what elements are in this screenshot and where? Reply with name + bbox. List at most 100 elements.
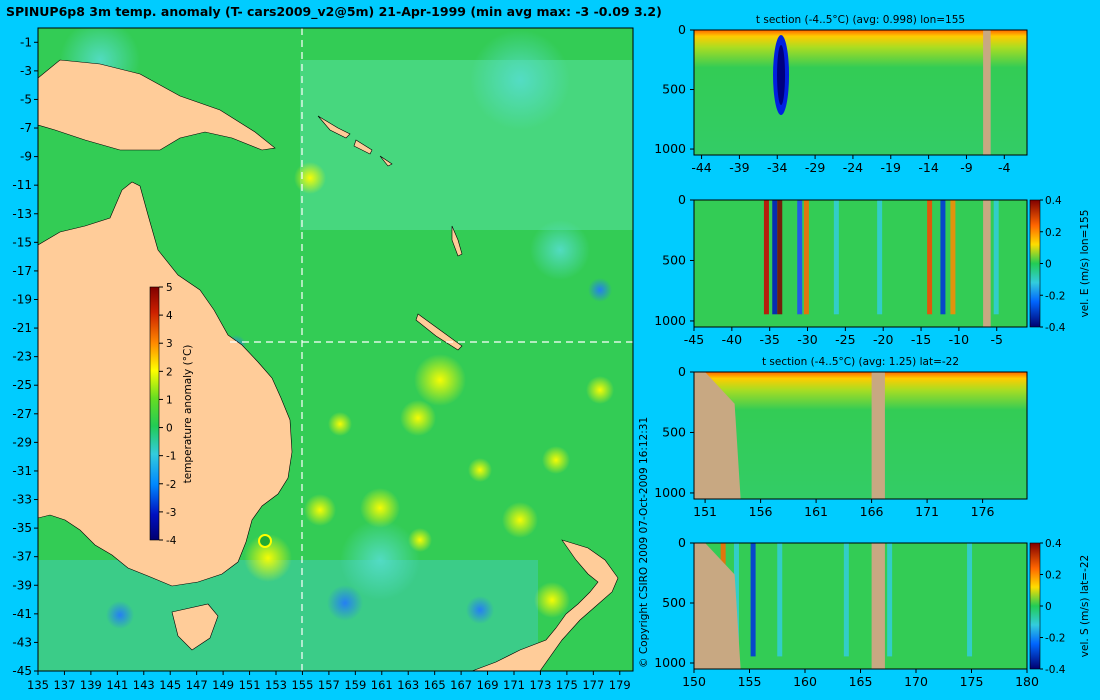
new-guinea-land (38, 59, 276, 151)
cool-patch (470, 30, 570, 130)
section-colorbar-tick: 0 (1045, 259, 1052, 271)
section-land (871, 543, 885, 669)
section-x-tick: 176 (971, 504, 995, 519)
map-y-tick: -31 (12, 464, 32, 478)
velocity-streak (772, 200, 778, 315)
map-y-tick: -45 (12, 664, 32, 678)
velocity-streak (887, 543, 893, 657)
section-x-tick: 160 (793, 674, 817, 689)
map-colorbar-tick: -4 (166, 535, 177, 547)
solomon-islands-land (317, 115, 393, 167)
section-land (983, 200, 991, 327)
section-x-tick: -29 (805, 160, 825, 175)
section-colorbar-tick: 0 (1045, 601, 1052, 613)
section-x-tick: -34 (767, 160, 787, 175)
map-colorbar-tick: -3 (166, 507, 176, 519)
section-x-tick: 155 (738, 674, 762, 689)
section-x-tick: 170 (904, 674, 928, 689)
velocity-streak (833, 200, 839, 315)
section-panel-vel_s: 0 500 1000 150 155 160 165 170 175 180 0.4 0.2 0 -0.2… (654, 535, 1091, 689)
section-x-tick: -39 (729, 160, 749, 175)
warm-eddy (244, 534, 292, 582)
section-x-tick: 171 (915, 504, 939, 519)
section-x-tick: 175 (960, 674, 984, 689)
section-panel-vel_e: 0 500 1000 -45 -40 -35 -30 -25 -20 -15 -10 -5 0.4 0.2… (654, 192, 1091, 347)
map-y-tick: -25 (12, 378, 32, 392)
section-frame (693, 199, 1028, 328)
map-y-tick: -1 (20, 35, 32, 49)
section-colorbar-tick: 0.4 (1045, 195, 1062, 207)
section-x-tick: -24 (843, 160, 863, 175)
section-field (694, 372, 1027, 499)
map-y-tick: -13 (12, 207, 32, 221)
section-colorbar-tick: -0.4 (1045, 664, 1066, 676)
warm-eddy (414, 354, 466, 406)
section-x-tick: 151 (693, 504, 717, 519)
velocity-streak (803, 200, 809, 315)
section-y-tick: 0 (678, 192, 686, 207)
map-colorbar-label: temperature anomaly (°C) (182, 345, 194, 484)
section-x-tick: -20 (873, 332, 893, 347)
velocity-streak (927, 200, 933, 315)
map-y-tick: -9 (20, 150, 32, 164)
map-colorbar-tick: 0 (166, 423, 173, 435)
velocity-streak (763, 200, 769, 315)
section-panels[interactable]: t section (-4..5°C) (avg: 0.998) lon=155… (640, 0, 1100, 700)
map-y-tick: -29 (12, 435, 32, 449)
section-colorbar-label: vel. S (m/s) lat=-22 (1079, 555, 1091, 657)
section-x-tick: -10 (949, 332, 969, 347)
map-x-tick: 159 (344, 678, 366, 692)
velocity-streak (750, 543, 756, 657)
section-y-tick: 500 (662, 595, 686, 610)
map-x-tick: 161 (371, 678, 393, 692)
map-x-tick: 135 (27, 678, 49, 692)
section-colorbar-tick: -0.2 (1045, 290, 1066, 302)
section-y-tick: 500 (662, 424, 686, 439)
map-chart[interactable]: -1-3-5-7-9-11-13-15-17-19-21-23-25-27-29… (0, 0, 640, 700)
cold-anomaly-core (777, 45, 786, 105)
section-colorbar-tick: -0.4 (1045, 322, 1066, 334)
map-x-tick: 175 (556, 678, 578, 692)
section-x-tick: 150 (682, 674, 706, 689)
section-panel-tsec_lat: t section (-4..5°C) (avg: 1.25) lat=-22 0… (654, 356, 1028, 519)
section-x-tick: 166 (860, 504, 884, 519)
section-y-tick: 0 (678, 364, 686, 379)
map-x-tick: 173 (529, 678, 551, 692)
warm-eddy (534, 582, 570, 618)
map-x-tick: 165 (424, 678, 446, 692)
map-y-tick: -23 (12, 350, 32, 364)
section-colorbar (1029, 542, 1041, 670)
map-x-axis: 135 137 139 141 143 145 147 149 151 153 155 157 159 1… (27, 671, 631, 692)
cold-eddy (106, 601, 134, 629)
map-colorbar-tick: 3 (166, 338, 173, 350)
section-x-tick: -14 (918, 160, 938, 175)
map-x-tick: 147 (186, 678, 208, 692)
map-colorbar-tick: 2 (166, 366, 173, 378)
section-colorbar-tick: -0.2 (1045, 633, 1066, 645)
section-field (694, 543, 1027, 669)
section-y-tick: 500 (662, 252, 686, 267)
map-x-tick: 143 (133, 678, 155, 692)
map-x-tick: 167 (450, 678, 472, 692)
map-colorbar-scale (149, 286, 160, 541)
australia-land (38, 181, 293, 587)
velocity-streak (843, 543, 849, 657)
section-x-tick: -15 (911, 332, 931, 347)
section-y-tick: 1000 (654, 655, 686, 670)
map-y-tick: -5 (20, 92, 32, 106)
section-colorbar-tick: 0.2 (1045, 227, 1062, 239)
tasmania-land (171, 603, 219, 651)
section-x-tick: 156 (749, 504, 773, 519)
map-x-tick: 141 (106, 678, 128, 692)
map-y-tick: -27 (12, 407, 32, 421)
map-colorbar-tick: 4 (166, 310, 173, 322)
map-x-tick: 157 (318, 678, 340, 692)
velocity-streak (967, 543, 973, 657)
warm-eddy (542, 446, 570, 474)
section-panel-tsec_lon: t section (-4..5°C) (avg: 0.998) lon=155… (654, 14, 1028, 175)
section-x-tick: 161 (804, 504, 828, 519)
map-y-tick: -43 (12, 635, 32, 649)
section-x-tick: -5 (990, 332, 1002, 347)
map-x-tick: 151 (239, 678, 261, 692)
velocity-streak (797, 200, 803, 315)
